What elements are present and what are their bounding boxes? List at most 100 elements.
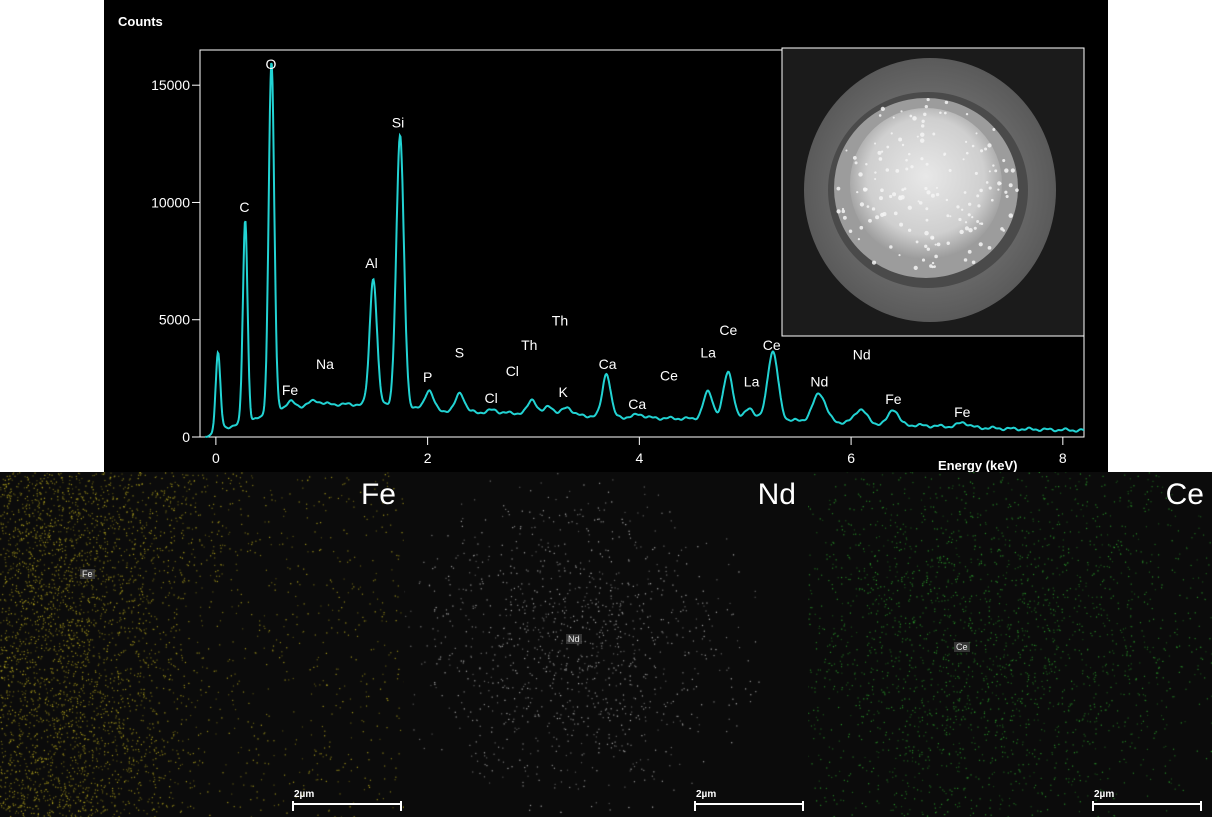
speckle [946,214,950,218]
peak-label-p: P [423,369,432,385]
fe-scale-label: 2µm [294,789,315,800]
speckle [892,116,895,119]
speckle [880,106,885,111]
speckle [971,215,974,219]
particle-core [850,108,1002,260]
speckle [901,188,905,192]
speckle [971,144,975,148]
speckle [977,204,981,208]
speckle [979,222,982,225]
peak-label-k: K [558,384,568,400]
peak-label-ca: Ca [599,356,617,372]
speckle [929,264,933,268]
speckle [962,158,965,161]
fe-map-image [0,472,404,817]
speckle [965,112,969,116]
speckle [980,222,984,226]
peak-label-c: C [239,199,249,215]
speckle [892,192,897,197]
speckle [936,242,941,247]
speckle [1002,159,1006,163]
speckle [990,198,994,202]
fe-scale-bar: 2µm [292,789,402,811]
speckle [992,128,996,132]
speckle [865,162,868,166]
fe-map-label: Fe [80,569,95,579]
speckle [925,162,929,166]
nd-scale-bar: 2µm [694,789,804,811]
speckle [931,261,935,265]
speckle [988,186,992,190]
ce-map-label: Ce [954,642,970,652]
speckle [1004,168,1009,173]
speckle [875,215,880,220]
peak-label-fe: Fe [954,404,971,420]
peak-label-nd: Nd [853,347,871,363]
speckle [999,182,1002,185]
speckle [873,142,877,145]
speckle [880,150,884,153]
peak-label-ce: Ce [660,368,678,384]
speckle [943,111,947,115]
speckle [974,171,978,175]
speckle [907,205,912,210]
speckle [921,119,925,123]
eds-spectrum-chart: Counts Energy (keV) 0 5000 10000 15000 0 2 4 6 8… [118,14,1085,473]
speckle [916,135,919,138]
speckle [971,260,976,265]
speckle [967,249,972,254]
nd-elemental-map: Nd Nd 2µm [404,472,808,817]
nd-map-title: Nd [757,478,796,511]
speckle [874,171,877,174]
speckle [921,258,926,262]
speckle [926,190,931,195]
x-tick-label: 2 [424,450,432,466]
speckle [944,100,949,105]
speckle [901,143,905,147]
speckle [913,265,918,271]
speckle [930,193,935,198]
speckle [967,213,971,217]
speckle [997,188,1000,191]
speckle [836,209,841,214]
speckle [987,245,992,250]
speckle [968,202,972,206]
speckle [935,186,938,189]
speckle [968,227,973,233]
speckle [863,187,867,191]
speckle [878,114,882,117]
peak-label-ce: Ce [719,322,737,338]
speckle [994,169,998,173]
speckle [923,112,927,117]
speckle [948,168,952,173]
speckle [880,212,885,217]
speckle [945,198,949,202]
speckle [878,196,884,201]
peak-label-si: Si [392,114,404,130]
speckle [1008,213,1014,218]
speckle [918,201,923,205]
ce-map-image [808,472,1212,817]
speckle [877,150,882,155]
peak-label-th: Th [521,337,537,353]
speckle [919,138,925,143]
peak-label-o: O [265,56,276,72]
speckle [934,254,938,259]
speckle [907,152,911,156]
speckle [895,168,900,173]
peak-label-na: Na [316,356,334,372]
speckle [915,240,919,244]
speckle [992,164,995,167]
fe-map-title: Fe [360,478,396,511]
speckle [866,205,870,208]
speckle [949,215,952,218]
speckle [925,218,929,222]
peak-label-nd: Nd [810,374,828,390]
peak-label-la: La [700,344,716,360]
speckle [933,265,936,269]
peak-label-cl: Cl [485,390,498,406]
speckle [874,178,877,181]
peak-label-ca: Ca [628,396,646,412]
peak-label-th: Th [552,313,568,329]
speckle [920,157,924,161]
